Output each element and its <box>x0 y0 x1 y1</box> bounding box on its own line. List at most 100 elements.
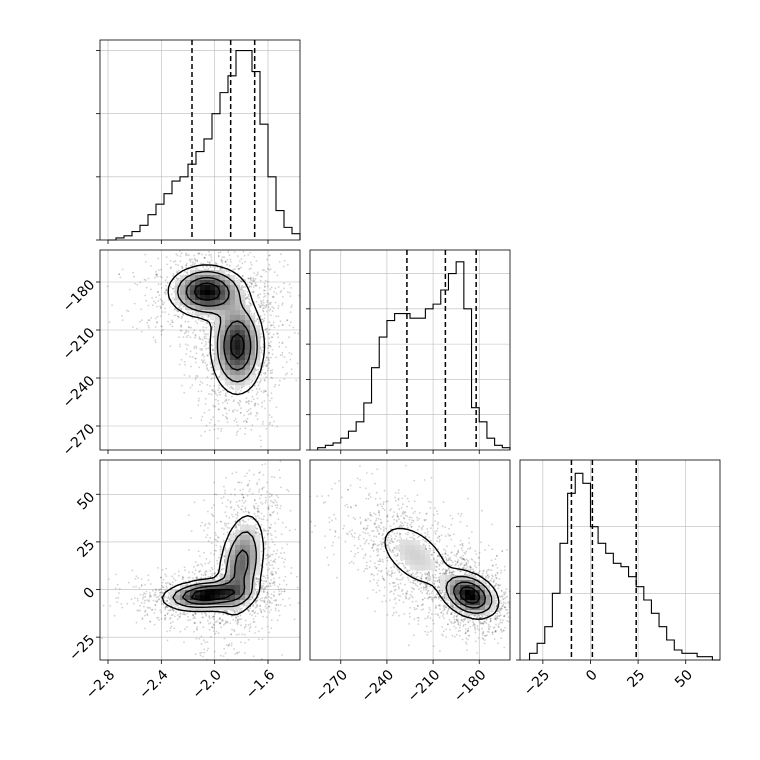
scatter-point <box>228 254 231 256</box>
scatter-point <box>171 581 174 583</box>
scatter-point <box>269 308 272 310</box>
scatter-point <box>283 287 285 290</box>
scatter-point <box>215 621 217 624</box>
scatter-point <box>251 280 254 282</box>
scatter-point <box>230 385 233 388</box>
scatter-point <box>263 486 265 489</box>
scatter-point <box>267 556 269 559</box>
scatter-point <box>207 322 209 325</box>
density-cell <box>250 315 256 321</box>
scatter-point <box>230 633 233 636</box>
scatter-point <box>261 318 264 321</box>
scatter-point <box>393 554 396 556</box>
scatter-point <box>194 622 197 624</box>
scatter-point <box>247 402 250 405</box>
density-cell <box>240 560 246 566</box>
scatter-point <box>258 320 261 323</box>
scatter-point <box>196 628 198 630</box>
scatter-point <box>277 518 280 521</box>
scatter-point <box>225 621 228 624</box>
scatter-point <box>262 587 265 590</box>
scatter-point <box>272 324 274 327</box>
scatter-point <box>281 324 284 326</box>
scatter-point <box>258 488 261 491</box>
scatter-point <box>266 519 269 521</box>
scatter-point <box>254 404 256 407</box>
density-cell <box>245 330 251 336</box>
scatter-point <box>224 260 227 263</box>
scatter-point <box>263 379 266 382</box>
density-cell <box>210 590 216 596</box>
scatter-point <box>191 313 194 316</box>
scatter-point <box>177 310 180 313</box>
scatter-point <box>269 527 272 529</box>
scatter-point <box>168 582 171 585</box>
scatter-point <box>265 557 267 560</box>
scatter-point <box>195 561 197 564</box>
scatter-point <box>240 411 242 414</box>
scatter-point <box>261 627 263 630</box>
scatter-point <box>261 599 264 602</box>
scatter-point <box>203 525 206 527</box>
histogram-frame-2 <box>519 459 721 661</box>
scatter-point <box>206 368 209 371</box>
scatter-point <box>201 348 204 350</box>
scatter-point <box>267 293 270 295</box>
scatter-point <box>270 341 272 343</box>
density-cell <box>190 295 196 301</box>
scatter-point <box>233 419 236 422</box>
scatter-point <box>177 310 179 313</box>
scatter-point <box>259 380 262 383</box>
scatter-point <box>193 254 196 257</box>
scatter-point <box>238 402 240 405</box>
scatter-point <box>260 301 263 304</box>
scatter-point <box>262 320 265 323</box>
scatter-point <box>157 283 160 286</box>
scatter-point <box>199 555 201 557</box>
scatter-point <box>204 345 206 347</box>
scatter-point <box>248 627 251 630</box>
scatter-point <box>263 580 265 583</box>
scatter-point <box>219 251 222 254</box>
density-cell <box>235 290 241 296</box>
scatter-point <box>262 528 265 530</box>
scatter-point <box>144 614 146 617</box>
scatter-point <box>249 277 251 280</box>
scatter-point <box>271 505 273 508</box>
scatter-point <box>179 260 182 263</box>
scatter-point <box>248 285 251 288</box>
scatter-point <box>166 581 169 584</box>
scatter-point <box>210 377 213 380</box>
scatter-point <box>276 549 279 552</box>
scatter-point <box>393 518 396 521</box>
scatter-point <box>164 573 167 576</box>
scatter-point <box>445 636 447 638</box>
scatter-point <box>156 315 159 318</box>
scatter-point <box>187 514 190 517</box>
scatter-point <box>213 624 215 627</box>
scatter-point <box>192 614 195 616</box>
scatter-point <box>148 319 151 322</box>
scatter-point <box>262 309 264 312</box>
scatter-point <box>193 630 195 633</box>
scatter-point <box>218 384 220 387</box>
scatter-point <box>140 584 143 586</box>
scatter-point <box>187 320 190 323</box>
scatter-point <box>184 363 187 366</box>
scatter-point <box>461 638 464 641</box>
density-cell <box>245 345 251 351</box>
scatter-point <box>227 522 230 525</box>
scatter-point <box>223 647 226 650</box>
scatter-point <box>193 257 196 260</box>
scatter-point <box>244 508 247 510</box>
scatter-point <box>157 290 159 293</box>
scatter-point <box>263 313 266 316</box>
scatter-point <box>241 494 244 496</box>
density-cell <box>215 330 221 336</box>
scatter-point <box>154 326 157 328</box>
scatter-point <box>121 268 124 271</box>
scatter-point <box>195 581 198 584</box>
scatter-point <box>233 611 236 614</box>
scatter-point <box>275 356 277 359</box>
density-cell <box>235 300 241 306</box>
